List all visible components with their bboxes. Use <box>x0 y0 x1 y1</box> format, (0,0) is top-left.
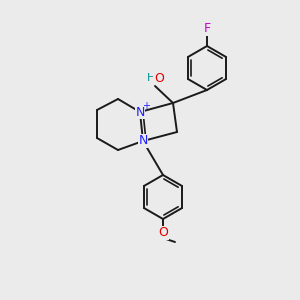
Text: O: O <box>158 226 168 239</box>
Text: N: N <box>135 106 145 118</box>
Text: +: + <box>142 101 150 111</box>
Text: F: F <box>203 22 211 35</box>
Text: H: H <box>147 73 155 83</box>
Text: N: N <box>138 134 148 148</box>
Text: O: O <box>154 71 164 85</box>
